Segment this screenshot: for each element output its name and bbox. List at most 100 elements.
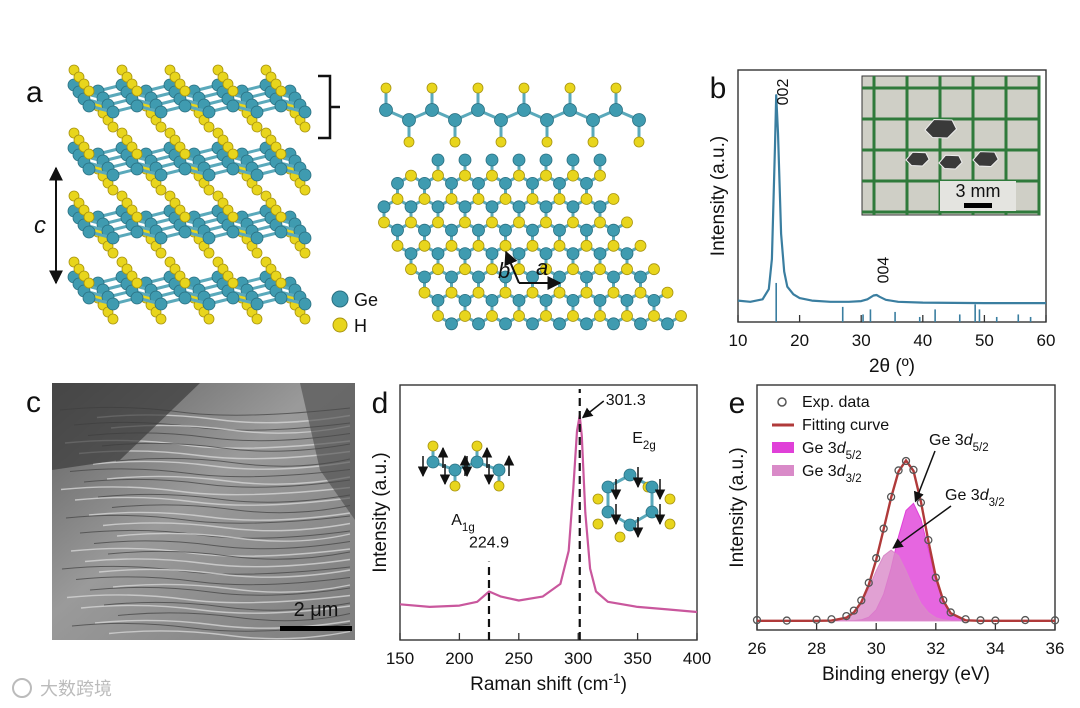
x-tick-label: 250	[505, 649, 533, 668]
data-point	[939, 595, 948, 605]
sem-layer	[89, 586, 351, 596]
atom-ge	[82, 225, 96, 239]
atom-ge	[553, 270, 566, 284]
data-point	[872, 554, 881, 563]
atom-h	[107, 313, 119, 325]
atom-h	[432, 310, 444, 322]
data-point	[961, 615, 970, 624]
atom-ge	[539, 153, 553, 167]
atom-h	[499, 193, 512, 205]
atom-h	[418, 239, 431, 252]
flake	[924, 118, 958, 139]
plot-frame	[737, 69, 1047, 323]
text-run: d	[964, 432, 974, 449]
sem-layer	[98, 568, 351, 578]
atom-ge	[154, 231, 168, 245]
x-tick-label: 32	[926, 639, 945, 658]
atom-ge	[391, 223, 404, 237]
plot-frame	[399, 384, 698, 641]
data-point	[827, 615, 836, 624]
atom-h	[155, 184, 167, 196]
text-run: -1	[608, 671, 620, 686]
atom-ge	[418, 223, 431, 237]
x-axis-label: 2θ (º)	[869, 356, 915, 377]
atom-h	[227, 148, 239, 160]
atom-h	[594, 169, 606, 182]
atom-ge	[512, 153, 526, 167]
atom-h	[580, 239, 593, 252]
atom-h	[486, 169, 498, 182]
atom-ge	[445, 223, 458, 237]
atom-ge	[492, 463, 506, 477]
atom-ge	[632, 113, 646, 127]
sem-layer	[66, 594, 351, 604]
lattice-label: a	[536, 255, 548, 280]
atom-ge	[539, 200, 553, 214]
atom-h	[567, 169, 579, 182]
atom-ge	[106, 168, 120, 182]
atom-h	[445, 286, 458, 299]
atom-ge	[472, 317, 485, 331]
atom-ge	[154, 105, 168, 119]
inset-scale-bar	[964, 203, 992, 208]
atom-ge	[553, 176, 566, 190]
atom-h	[607, 286, 620, 299]
panel-label: e	[729, 387, 746, 420]
atom-h	[610, 82, 622, 94]
scale-bar	[280, 626, 352, 631]
atom-h	[203, 313, 215, 325]
text-run: Ge 3	[945, 487, 980, 504]
atom-ge	[250, 231, 264, 245]
text-run: 3/2	[846, 473, 862, 485]
atom-h	[499, 239, 512, 252]
atom-ge	[431, 247, 445, 261]
atom-ge	[298, 168, 312, 182]
atom-ge	[620, 247, 634, 261]
data-point	[894, 466, 903, 475]
atom-h	[107, 184, 119, 196]
atom-ge	[539, 293, 553, 307]
atom-ge	[485, 200, 499, 214]
atom-h	[251, 184, 263, 196]
atom-h	[179, 148, 191, 160]
data-point	[901, 456, 911, 466]
x-tick-label: 50	[975, 331, 994, 350]
atom-ge	[458, 153, 472, 167]
atom-ge	[485, 153, 499, 167]
peak-annotation: 002	[775, 79, 792, 106]
data-point	[1050, 616, 1060, 625]
atom-ge	[634, 317, 647, 331]
atom-ge	[593, 293, 607, 307]
atom-ge	[566, 293, 580, 307]
atom-ge	[539, 247, 553, 261]
atom-h	[107, 247, 119, 259]
atom-h	[131, 277, 143, 289]
curve	[737, 94, 1046, 305]
atom-ge	[448, 113, 462, 127]
sem-layer	[102, 522, 351, 532]
sem-layer	[70, 547, 351, 557]
atom-ge	[580, 223, 593, 237]
text-run: A	[451, 512, 462, 529]
atom-ge	[130, 162, 144, 176]
x-tick-label: 60	[1037, 331, 1056, 350]
atom-h	[664, 493, 676, 505]
text-run: Ge 3	[802, 440, 837, 457]
atom-h	[471, 440, 483, 452]
atom-h	[664, 518, 676, 530]
atom-ge	[580, 270, 593, 284]
data-point	[879, 524, 888, 533]
atom-h	[131, 85, 143, 97]
atom-ge	[645, 480, 659, 494]
legend-ge	[331, 290, 349, 308]
component-callout: Ge 3d5/2	[929, 432, 989, 454]
atom-h	[391, 193, 404, 205]
atom-h	[449, 480, 461, 492]
atom-h	[540, 169, 552, 182]
atom-ge	[601, 505, 615, 519]
x-tick-label: 30	[867, 639, 886, 658]
atom-ge	[445, 317, 458, 331]
atom-h	[83, 148, 95, 160]
atom-h	[648, 310, 660, 322]
